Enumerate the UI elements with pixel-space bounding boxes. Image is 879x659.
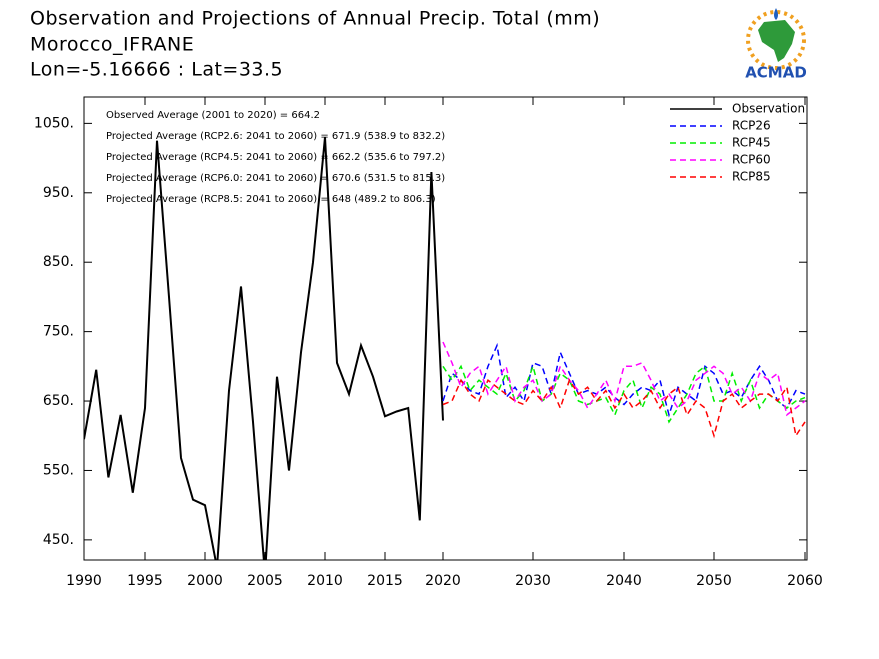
y-tick-label: 450. — [43, 532, 74, 548]
x-tick-label: 1995 — [127, 573, 163, 589]
logo-text: ACMAD — [745, 64, 807, 82]
annotation: Projected Average (RCP2.6: 2041 to 2060)… — [106, 131, 445, 142]
series-line — [84, 137, 444, 560]
chart-subtitle: Morocco_IFRANE — [30, 34, 194, 56]
x-tick-label: 2060 — [787, 573, 823, 589]
x-tick-label: 2020 — [425, 573, 461, 589]
y-tick-label: 650. — [43, 393, 74, 409]
location: Lon=-5.16666 : Lat=33.5 — [30, 59, 283, 81]
annotation: Observed Average (2001 to 2020) = 664.2 — [106, 110, 320, 121]
series-line — [442, 341, 806, 417]
plot-frame — [83, 96, 808, 561]
annotation: Projected Average (RCP6.0: 2041 to 2060)… — [106, 173, 445, 184]
y-tick-label: 550. — [43, 462, 74, 478]
x-tick-label: 2030 — [515, 573, 551, 589]
y-tick-label: 750. — [43, 324, 74, 340]
x-tick-label: 2040 — [606, 573, 642, 589]
x-tick-label: 2015 — [367, 573, 403, 589]
annotation: Projected Average (RCP8.5: 2041 to 2060)… — [106, 194, 436, 205]
legend-label: RCP85 — [732, 170, 771, 184]
chart-title: Observation and Projections of Annual Pr… — [30, 8, 600, 30]
series-line — [442, 363, 806, 424]
legend-label: RCP45 — [732, 136, 771, 150]
logo: ACMAD — [745, 8, 807, 82]
annotation: Projected Average (RCP4.5: 2041 to 2060)… — [106, 152, 445, 163]
y-tick-label: 950. — [43, 185, 74, 201]
legend-label: RCP26 — [732, 119, 771, 133]
x-tick-label: 2010 — [307, 573, 343, 589]
plot-lines — [84, 137, 806, 560]
y-tick-label: 850. — [43, 254, 74, 270]
series-line — [442, 378, 806, 439]
x-tick-label: 2050 — [696, 573, 732, 589]
y-tick-label: 1050. — [34, 115, 74, 131]
legend-label: RCP60 — [732, 153, 771, 167]
x-tick-label: 2000 — [187, 573, 223, 589]
x-tick-label: 1990 — [66, 573, 102, 589]
legend-label: Observation — [732, 102, 805, 116]
x-tick-label: 2005 — [247, 573, 283, 589]
